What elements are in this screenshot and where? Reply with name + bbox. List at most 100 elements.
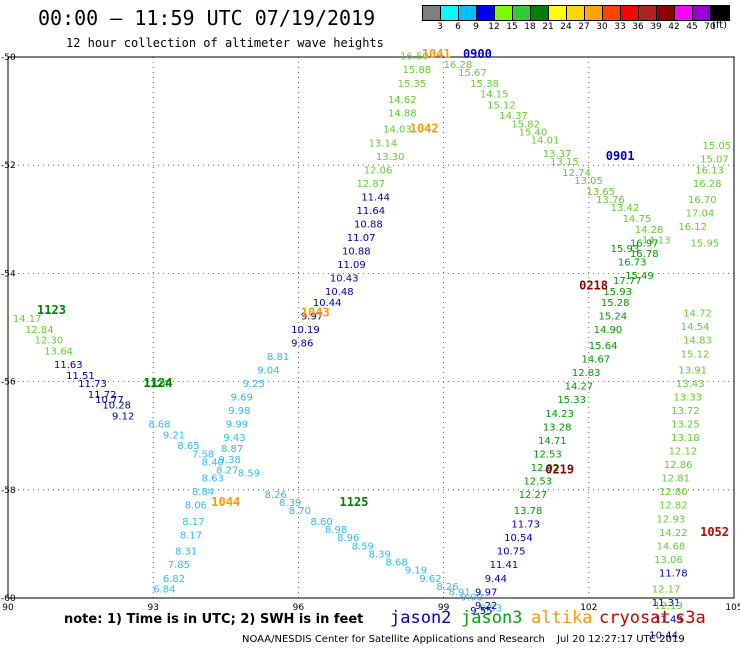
- pass-time-label: 0901: [606, 149, 635, 163]
- swh-value: 8.26: [265, 490, 287, 501]
- longitude-label: 102: [580, 603, 597, 613]
- swh-value: 16.73: [618, 257, 647, 268]
- swh-value: 15.38: [470, 79, 499, 90]
- swh-value: 13.05: [574, 176, 603, 187]
- color-swatch: [513, 6, 531, 20]
- swh-value: 9.04: [257, 365, 279, 376]
- swh-value: 12.12: [669, 447, 698, 458]
- swh-value: 15.05: [703, 141, 732, 152]
- swh-value: 8.17: [182, 517, 204, 528]
- swh-value: 8.06: [185, 501, 207, 512]
- color-swatch: [585, 6, 603, 20]
- swh-value: 9.22: [475, 601, 497, 612]
- swh-value: 14.68: [657, 541, 686, 552]
- swh-value: 13.78: [514, 506, 543, 517]
- swh-value: 9.38: [219, 455, 241, 466]
- swh-value: 13.37: [543, 149, 572, 160]
- swh-value: 15.24: [598, 311, 627, 322]
- color-swatch: [567, 6, 585, 20]
- swh-value: 12.19: [654, 601, 683, 612]
- swh-value: 15.67: [458, 68, 487, 79]
- swh-value: 8.70: [289, 506, 311, 517]
- swh-value: 15.40: [519, 127, 548, 138]
- color-swatch: [675, 6, 693, 20]
- color-scale-tick: 24: [560, 22, 572, 32]
- color-swatch: [423, 6, 441, 20]
- swh-value: 12.92: [531, 463, 560, 474]
- swh-value: 10.54: [504, 533, 533, 544]
- swh-value: 10.28: [102, 401, 131, 412]
- color-swatch: [711, 6, 729, 20]
- swh-value: 14.90: [594, 325, 623, 336]
- legend-jason2: jason2: [390, 608, 452, 628]
- swh-value: 14.01: [531, 136, 560, 147]
- color-scale-tick: 6: [455, 22, 461, 32]
- pass-time-label: 0219: [545, 463, 574, 477]
- swh-unit-label: (ft): [712, 20, 728, 31]
- swh-value: 14.71: [538, 436, 567, 447]
- swh-value: 9.00: [461, 593, 483, 604]
- swh-value: 14.13: [642, 236, 671, 247]
- color-scale-tick: 9: [473, 22, 479, 32]
- swh-value: 8.65: [177, 441, 199, 452]
- swh-value: 10.77: [95, 395, 124, 406]
- swh-value: 12.83: [572, 368, 601, 379]
- color-swatch: [603, 6, 621, 20]
- swh-value: 9.44: [485, 574, 507, 585]
- swh-value: 8.26: [436, 582, 458, 593]
- color-swatch: [693, 6, 711, 20]
- latitude-label: -56: [1, 378, 16, 388]
- swh-value: 13.30: [376, 152, 405, 163]
- swh-value: 11.41: [490, 560, 519, 571]
- color-scale-tick: 21: [542, 22, 554, 32]
- swh-value: 15.82: [511, 119, 540, 130]
- pass-time-label: 1043: [301, 306, 330, 320]
- swh-value: 9.97: [475, 587, 497, 598]
- swh-value: 15.12: [487, 100, 516, 111]
- swh-value: 8.39: [279, 498, 301, 509]
- swh-value: 9.97: [301, 311, 323, 322]
- swh-value: 10.44: [649, 631, 678, 642]
- swh-value: 13.72: [671, 406, 700, 417]
- latitude-label: -50: [1, 53, 16, 63]
- color-swatch: [657, 6, 675, 20]
- color-swatch: [495, 6, 513, 20]
- longitude-label: 105: [725, 603, 740, 613]
- swh-value: 11.31: [652, 598, 681, 609]
- swh-value: 8.39: [369, 549, 391, 560]
- swh-value: 14.03: [383, 125, 412, 136]
- swh-value: 15.93: [611, 244, 640, 255]
- swh-value: 14.72: [683, 309, 712, 320]
- swh-value: 8.27: [216, 466, 238, 477]
- swh-value: 13.64: [44, 347, 73, 358]
- longitude-label: 99: [438, 603, 450, 613]
- latitude-label: -60: [1, 594, 16, 604]
- color-scale-tick: 30: [596, 22, 608, 32]
- swh-value: 14.75: [623, 214, 652, 225]
- latitude-label: -58: [1, 486, 16, 496]
- swh-value: 16.97: [630, 238, 659, 249]
- longitude-label: 93: [147, 603, 158, 613]
- swh-value: 14.28: [635, 225, 664, 236]
- color-scale-tick: 33: [614, 22, 626, 32]
- color-scale-tick: 27: [578, 22, 590, 32]
- color-scale-tick: 36: [632, 22, 644, 32]
- swh-value: 14.62: [388, 95, 417, 106]
- swh-value: 9.53: [480, 604, 502, 615]
- swh-value: 8.91: [448, 587, 470, 598]
- swh-value: 6.82: [163, 574, 185, 585]
- color-scale-tick: 42: [668, 22, 680, 32]
- chart-title: 00:00 – 11:59 UTC 07/19/2019: [38, 6, 376, 30]
- swh-value: 12.30: [35, 336, 64, 347]
- color-swatch: [549, 6, 567, 20]
- swh-value: 8.84: [192, 487, 214, 498]
- chart-subtitle: 12 hour collection of altimeter wave hei…: [66, 36, 384, 50]
- swh-value: 16.50: [400, 52, 429, 63]
- longitude-label: 90: [2, 603, 14, 613]
- swh-value: 13.28: [543, 422, 572, 433]
- swh-value: 14.23: [545, 409, 574, 420]
- swh-value: 8.60: [311, 517, 333, 528]
- swh-value: 9.21: [163, 430, 185, 441]
- credit-line: NOAA/NESDIS Center for Satellite Applica…: [242, 634, 545, 645]
- color-swatch: [621, 6, 639, 20]
